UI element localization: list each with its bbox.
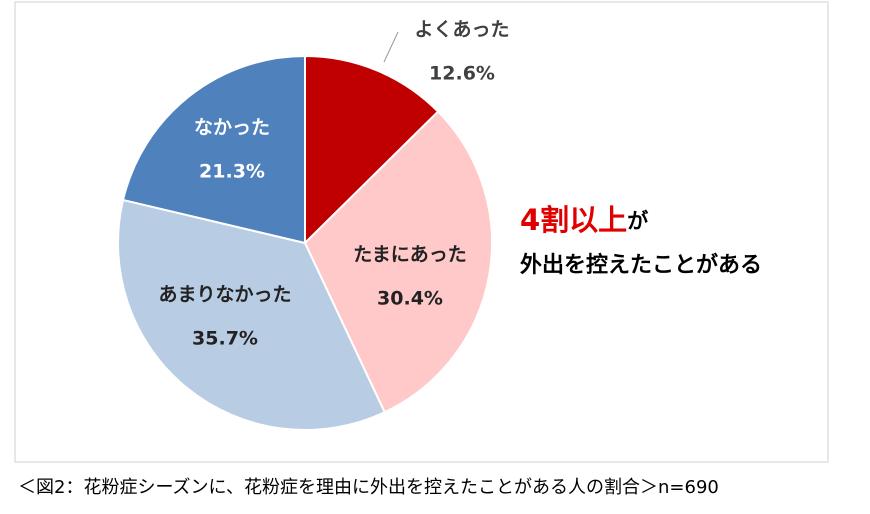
- value-label: 12.6%: [429, 63, 495, 85]
- value-label: 35.7%: [192, 328, 258, 350]
- pie-slice: [304, 54, 440, 246]
- annotation-highlight: 4割以上: [520, 203, 627, 237]
- slice-label: よくあった: [414, 19, 509, 41]
- leader-line: [383, 31, 399, 63]
- annotation-rest: が: [627, 209, 648, 233]
- pie-slice: [117, 198, 386, 431]
- annotation-line2: 外出を控えたことがある: [520, 252, 762, 278]
- slice-label: なかった: [194, 117, 270, 139]
- slice-label: たまにあった: [353, 244, 466, 266]
- pie-slice: [121, 54, 306, 245]
- caption: ＜図2：花粉症シーズンに、花粉症を理由に外出を控えたことがある人の割合＞n=69…: [18, 477, 719, 498]
- value-label: 21.3%: [199, 161, 265, 183]
- value-label: 30.4%: [377, 288, 443, 310]
- slice-label: あまりなかった: [158, 284, 291, 306]
- pie-slice: [303, 110, 493, 414]
- annotation: 4割以上が: [520, 203, 648, 237]
